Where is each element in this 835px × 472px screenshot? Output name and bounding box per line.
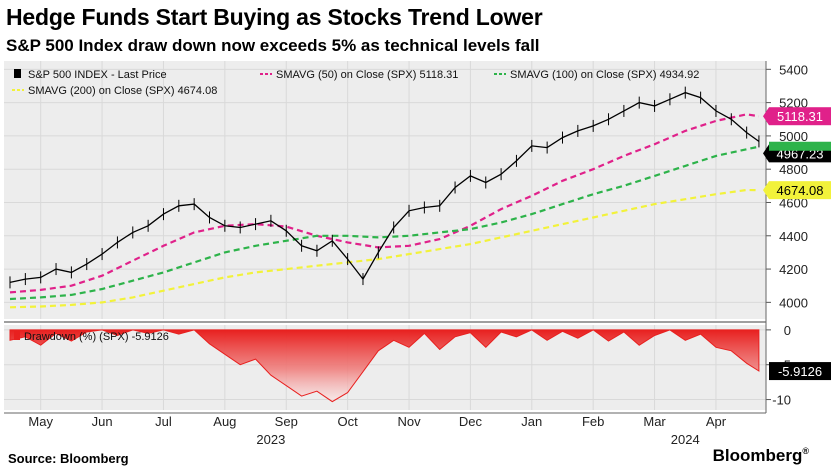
y-tick-label: 4200 xyxy=(779,262,808,277)
y-tick-label: 4600 xyxy=(779,195,808,210)
value-tag-drawdown-label: -5.9126 xyxy=(778,364,822,379)
y-tick-label: 4400 xyxy=(779,229,808,244)
legend-sma50-label: SMAVG (50) on Close (SPX) 5118.31 xyxy=(276,69,458,81)
x-tick-label: Feb xyxy=(582,414,604,429)
bloomberg-logo-text: Bloomberg xyxy=(712,446,803,465)
value-tag-pointer xyxy=(763,144,769,163)
x-tick-label: Jan xyxy=(521,414,542,429)
value-tag-pointer xyxy=(763,107,769,126)
bloomberg-logo: Bloomberg® xyxy=(712,446,809,465)
x-tick-label: Nov xyxy=(397,414,421,429)
drawdown-title: Drawdown (%) (SPX) -5.9126 xyxy=(24,331,169,343)
x-tick-label: Mar xyxy=(643,414,666,429)
chart-subtitle: S&P 500 Index draw down now exceeds 5% a… xyxy=(6,36,540,55)
x-tick-label: Sep xyxy=(275,414,298,429)
dd-y-tick-label: 0 xyxy=(784,323,791,338)
x-tick-label: Apr xyxy=(706,414,727,429)
legend-price-label: S&P 500 INDEX - Last Price xyxy=(28,69,167,81)
drawdown-legend-swatch xyxy=(14,331,20,340)
x-tick-label: Aug xyxy=(213,414,236,429)
legend-price-swatch xyxy=(14,69,21,78)
price-line xyxy=(9,91,760,284)
value-tag-label: 5118.31 xyxy=(777,109,823,124)
y-tick-label: 4800 xyxy=(779,162,808,177)
source-note: Source: Bloomberg xyxy=(8,451,129,466)
y-tick-label: 5000 xyxy=(779,129,808,144)
x-tick-label: Oct xyxy=(338,414,359,429)
sma100-line xyxy=(9,145,760,301)
y-tick-label: 5200 xyxy=(779,96,808,111)
y-tick-label: 4000 xyxy=(779,295,808,310)
drawdown-area xyxy=(9,329,760,403)
value-tag-pointer xyxy=(763,181,769,200)
sma50-line xyxy=(9,113,760,294)
value-tag-sma200 xyxy=(769,181,831,200)
value-tag-sma50 xyxy=(769,107,831,126)
value-tag-drawdown xyxy=(769,362,831,381)
x-tick-label: Jul xyxy=(155,414,172,429)
value-tag-sma100 xyxy=(769,141,831,151)
chart-title: Hedge Funds Start Buying as Stocks Trend… xyxy=(6,4,543,30)
legend-sma200-label: SMAVG (200) on Close (SPX) 4674.08 xyxy=(28,85,217,97)
year-label: 2024 xyxy=(671,432,700,447)
x-tick-label: May xyxy=(28,414,53,429)
dd-y-tick-label: -10 xyxy=(772,393,791,408)
year-label: 2023 xyxy=(256,432,285,447)
y-tick-label: 5400 xyxy=(779,62,808,77)
value-tag-label: 4674.08 xyxy=(777,183,824,198)
x-tick-label: Jun xyxy=(92,414,113,429)
x-tick-label: Dec xyxy=(459,414,483,429)
legend-sma100-label: SMAVG (100) on Close (SPX) 4934.92 xyxy=(510,69,699,81)
main-plot-background xyxy=(4,61,766,319)
